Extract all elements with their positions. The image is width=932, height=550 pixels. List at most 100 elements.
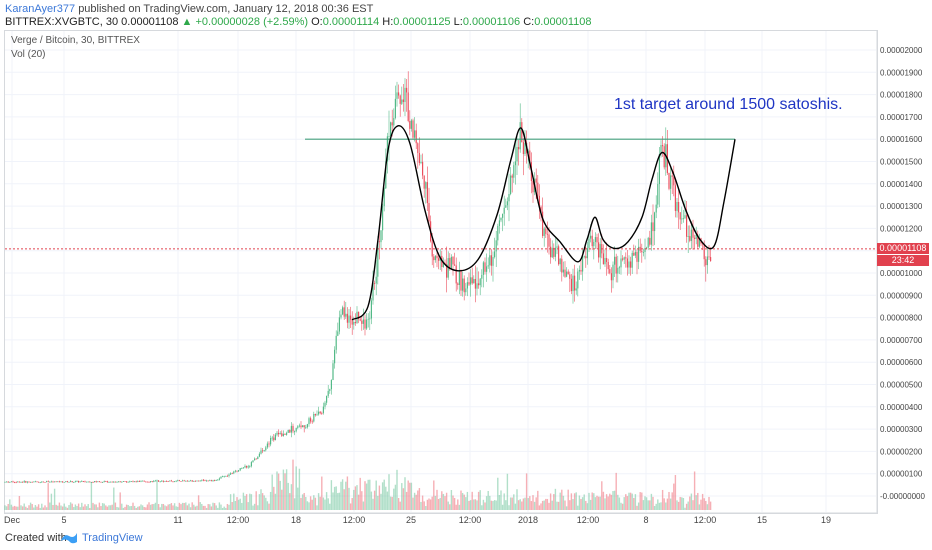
candle-body bbox=[71, 481, 73, 483]
candle-body bbox=[406, 87, 408, 93]
volume-bar bbox=[210, 506, 213, 510]
target-annotation[interactable]: 1st target around 1500 satoshis. bbox=[614, 96, 843, 113]
volume-bar bbox=[170, 503, 173, 510]
candle-body bbox=[322, 406, 324, 414]
candle-body bbox=[148, 481, 150, 483]
candle-body bbox=[41, 481, 43, 483]
candle-body bbox=[313, 414, 315, 422]
candle-body bbox=[212, 480, 214, 482]
volume-bar bbox=[666, 498, 669, 510]
candle-body bbox=[470, 277, 472, 285]
volume-bar bbox=[381, 482, 384, 510]
volume-bar bbox=[209, 504, 211, 510]
volume-bar bbox=[9, 499, 11, 510]
candle-body bbox=[6, 481, 8, 483]
volume-bar bbox=[393, 488, 395, 510]
volume-bar bbox=[589, 499, 592, 510]
volume-bar bbox=[73, 507, 75, 510]
candle-body bbox=[138, 481, 140, 482]
candle-body bbox=[471, 277, 473, 284]
volume-bar bbox=[26, 507, 29, 510]
candle-body bbox=[249, 466, 251, 467]
tradingview-logo-icon[interactable] bbox=[60, 530, 78, 546]
volume-bar bbox=[119, 492, 121, 510]
candle-body bbox=[343, 307, 345, 317]
volume-bar bbox=[617, 494, 619, 510]
candle-body bbox=[612, 264, 614, 281]
volume-bar bbox=[521, 501, 523, 510]
candle-body bbox=[660, 145, 662, 155]
volume-bar bbox=[225, 507, 227, 510]
volume-bar bbox=[255, 491, 257, 510]
candle-body bbox=[92, 482, 94, 483]
volume-bar bbox=[570, 493, 573, 510]
volume-bar bbox=[602, 491, 605, 510]
candle-body bbox=[106, 481, 108, 483]
candle-body bbox=[418, 152, 420, 163]
volume-bar bbox=[681, 497, 683, 510]
candle-body bbox=[236, 470, 238, 472]
candle-body bbox=[206, 480, 208, 482]
volume-bar bbox=[204, 505, 206, 510]
candle-body bbox=[538, 195, 540, 207]
volume-bar bbox=[285, 469, 288, 510]
candle-body bbox=[705, 259, 707, 266]
volume-bar bbox=[148, 502, 150, 510]
volume-bar bbox=[709, 501, 712, 510]
candle-body bbox=[186, 480, 188, 482]
candle-body bbox=[266, 443, 268, 448]
volume-bar bbox=[541, 500, 544, 510]
volume-bar bbox=[263, 495, 265, 510]
volume-bar bbox=[684, 507, 686, 510]
volume-bar bbox=[15, 506, 17, 510]
volume-bar bbox=[335, 486, 337, 510]
volume-bar bbox=[221, 507, 224, 510]
volume-bar bbox=[625, 494, 627, 510]
volume-bar bbox=[218, 502, 221, 510]
volume-bar bbox=[189, 507, 192, 510]
candle-body bbox=[401, 99, 403, 104]
volume-bar bbox=[394, 484, 397, 510]
volume-bar bbox=[121, 503, 123, 510]
candle-body bbox=[135, 481, 137, 483]
candle-body bbox=[375, 276, 377, 284]
candle-body bbox=[111, 481, 113, 483]
volume-bar bbox=[353, 489, 355, 510]
volume-bar bbox=[284, 473, 286, 510]
volume-bar bbox=[481, 505, 483, 510]
volume-bar bbox=[354, 486, 357, 510]
time-tick-label: 25 bbox=[406, 515, 416, 525]
candle-body bbox=[142, 480, 144, 482]
candle-body bbox=[668, 172, 670, 189]
volume-bar bbox=[468, 500, 470, 510]
candle-body bbox=[20, 481, 22, 483]
volume-bar bbox=[647, 500, 649, 510]
candle-body bbox=[30, 481, 32, 483]
volume-bar bbox=[535, 497, 537, 510]
volume-bar bbox=[239, 498, 241, 510]
volume-bar bbox=[410, 482, 413, 510]
candle-body bbox=[567, 271, 569, 275]
publish-info: KaranAyer377 published on TradingView.co… bbox=[5, 3, 373, 16]
volume-bar bbox=[305, 496, 307, 510]
candle-body bbox=[670, 175, 672, 189]
price-axis-labels: 0.00002000 0.00001900 0.00001800 0.00001700… bbox=[880, 46, 925, 501]
time-tick-label: Dec bbox=[4, 515, 21, 525]
volume-bar bbox=[122, 507, 125, 510]
volume-bar bbox=[231, 502, 233, 510]
volume-bar bbox=[233, 493, 235, 510]
volume-bar bbox=[642, 500, 645, 510]
candle-body bbox=[348, 315, 350, 323]
volume-bar bbox=[348, 487, 350, 510]
price-tick-label: 0.00001400 bbox=[880, 180, 923, 189]
price-chart[interactable]: 0.00002000 0.00001900 0.00001800 0.00001700… bbox=[0, 0, 932, 527]
candle-body bbox=[494, 251, 496, 258]
volume-bar bbox=[146, 504, 149, 510]
created-with-text: Created with bbox=[5, 532, 67, 544]
candle-body bbox=[380, 230, 382, 243]
tradingview-link[interactable]: TradingView bbox=[82, 532, 143, 544]
candle-body bbox=[199, 480, 201, 482]
candle-body bbox=[180, 481, 182, 482]
author-link[interactable]: KaranAyer377 bbox=[5, 3, 76, 15]
volume-bar bbox=[588, 492, 590, 510]
